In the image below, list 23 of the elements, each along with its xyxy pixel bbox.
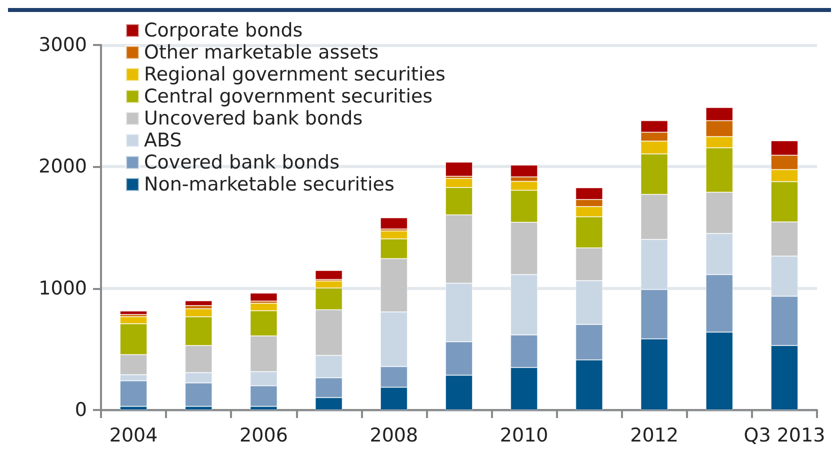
x-tick-label: 2012 <box>630 424 678 446</box>
x-tick-label: Q3 2013 <box>744 424 826 446</box>
legend-label: ABS <box>144 130 182 152</box>
legend-label: Corporate bonds <box>144 20 303 42</box>
x-tick-label: 2008 <box>370 424 418 446</box>
bar <box>120 310 148 314</box>
y-tick-label: 1000 <box>38 277 87 300</box>
bar <box>446 162 472 176</box>
x-tick-label: 2004 <box>109 424 158 446</box>
y-tick-label: 2000 <box>38 156 87 178</box>
bar <box>185 300 212 306</box>
y-tick-label: 3000 <box>38 34 87 56</box>
x-tick-label: 2010 <box>500 424 548 446</box>
legend-label: Covered bank bonds <box>144 152 340 174</box>
legend-label: Central government securities <box>144 86 433 108</box>
bar <box>250 293 278 302</box>
legend-label: Uncovered bank bonds <box>144 108 363 130</box>
x-tick-label: 2006 <box>240 424 288 446</box>
bar <box>380 218 408 229</box>
legend-label: Regional government securities <box>144 64 446 86</box>
legend-label: Other marketable assets <box>144 42 379 64</box>
y-tick-label: 0 <box>74 399 87 421</box>
legend-label: Non-marketable securities <box>144 174 394 196</box>
